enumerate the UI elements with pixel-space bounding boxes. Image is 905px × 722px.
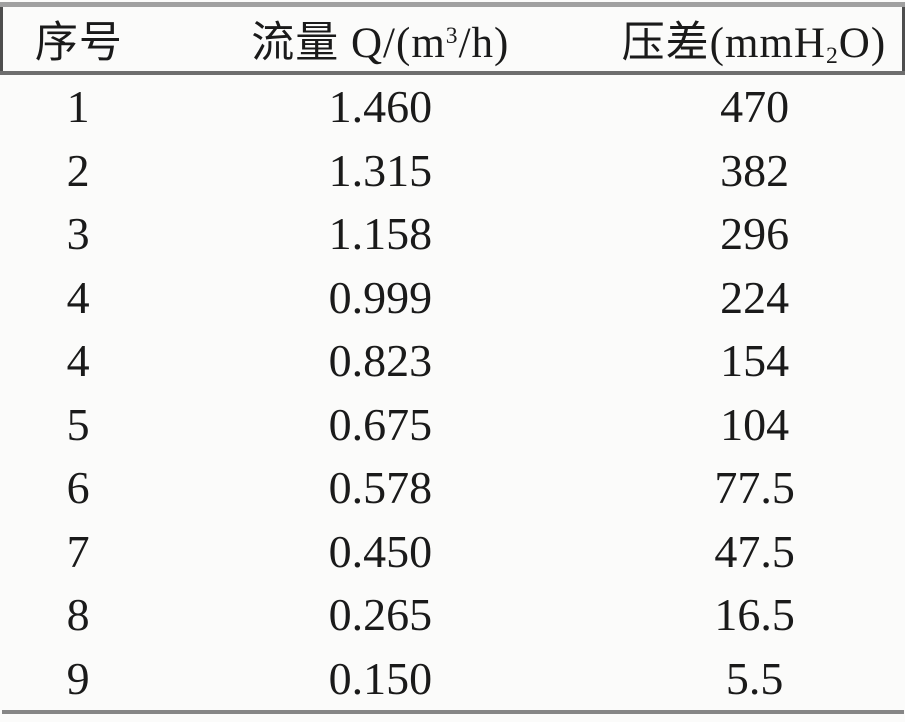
cell-pressure: 296 [720, 208, 790, 260]
cell-flow: 1.460 [328, 81, 433, 133]
cell-index: 3 [66, 208, 90, 260]
cell-flow: 0.823 [328, 335, 433, 387]
cell-index: 4 [66, 271, 90, 323]
cell-index: 5 [66, 398, 90, 450]
column-header-pressure-unit-end: O) [838, 20, 887, 67]
table-row: 3 1.158 296 [2, 202, 904, 266]
cell-index: 6 [66, 462, 90, 514]
column-header-flow-text: 流量 Q/(m [251, 20, 446, 67]
column-header-index: 序号 [0, 4, 155, 75]
table-row: 9 0.150 5.5 [2, 647, 904, 713]
column-header-pressure-text: 压差(mmH [621, 20, 826, 67]
cell-pressure: 154 [720, 335, 790, 387]
table-row: 4 0.999 224 [2, 266, 904, 330]
cell-pressure: 47.5 [714, 525, 795, 577]
cell-flow: 0.999 [328, 271, 433, 323]
cell-pressure: 5.5 [725, 652, 784, 704]
table-row: 1 1.460 470 [2, 73, 904, 139]
table-row: 2 1.315 382 [2, 139, 904, 203]
cell-index: 8 [66, 589, 90, 641]
column-header-flow: 流量 Q/(m3/h) [154, 4, 606, 75]
cell-pressure: 77.5 [714, 462, 795, 514]
table-row: 7 0.450 47.5 [2, 520, 904, 584]
cell-pressure: 382 [720, 144, 790, 196]
column-header-flow-superscript: 3 [445, 22, 459, 49]
cell-pressure: 224 [720, 271, 790, 323]
cell-pressure: 104 [720, 398, 790, 450]
cell-index: 7 [66, 525, 90, 577]
table-row: 8 0.265 16.5 [2, 583, 904, 647]
table-row: 4 0.823 154 [2, 329, 904, 393]
cell-flow: 1.315 [328, 144, 433, 196]
cell-flow: 0.675 [328, 398, 433, 450]
cell-index: 4 [66, 335, 90, 387]
cell-flow: 0.265 [328, 589, 433, 641]
cell-index: 1 [66, 81, 90, 133]
column-header-flow-unit-end: /h) [458, 20, 510, 67]
cell-index: 9 [66, 652, 90, 704]
cell-pressure: 16.5 [714, 589, 795, 641]
table-row: 6 0.578 77.5 [2, 456, 904, 520]
cell-index: 2 [66, 144, 90, 196]
cell-pressure: 470 [720, 81, 790, 133]
cell-flow: 0.578 [328, 462, 433, 514]
table-body: 1 1.460 470 2 1.315 382 3 1.158 296 4 0.… [2, 73, 904, 712]
cell-flow: 1.158 [328, 208, 433, 260]
table-row: 5 0.675 104 [2, 393, 904, 457]
cell-flow: 0.150 [328, 652, 433, 704]
column-header-pressure: 压差(mmH2O) [605, 4, 905, 75]
column-header-pressure-subscript: 2 [825, 42, 839, 69]
header-row: 序号 流量 Q/(m3/h) 压差(mmH2O) [0, 4, 905, 75]
cell-flow: 0.450 [328, 525, 433, 577]
